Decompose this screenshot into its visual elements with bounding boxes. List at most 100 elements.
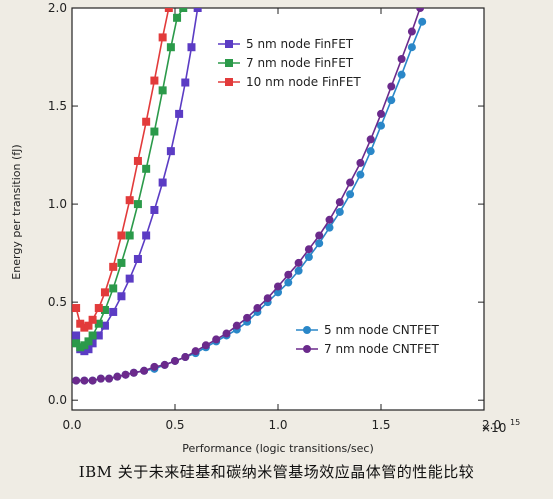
data-point [335, 207, 344, 216]
legend-entry: 5 nm node FinFET [218, 37, 354, 51]
data-point [84, 337, 93, 346]
data-point [253, 304, 262, 313]
data-point [133, 156, 142, 165]
data-point [263, 294, 272, 303]
legend-marker [303, 326, 311, 334]
data-point [366, 147, 375, 156]
data-point [125, 274, 134, 283]
series-10-nm-node-finfet [72, 8, 173, 332]
data-point [315, 231, 324, 240]
data-point [356, 158, 365, 167]
legend-marker [225, 78, 233, 86]
data-point [84, 345, 93, 354]
legend-label: 7 nm node CNTFET [324, 342, 439, 356]
data-point [117, 231, 126, 240]
legend-entry: 5 nm node CNTFET [296, 323, 439, 337]
data-point [304, 245, 313, 254]
plot-area [71, 7, 485, 411]
data-point [315, 239, 324, 248]
data-point [142, 117, 151, 126]
legend-marker [225, 59, 233, 67]
data-point [76, 343, 85, 352]
data-point [294, 258, 303, 267]
x-multiplier: ×10 [481, 421, 506, 435]
data-point [94, 304, 103, 313]
data-point [140, 366, 149, 375]
data-point [72, 339, 81, 348]
data-point [142, 164, 151, 173]
data-point [304, 253, 313, 262]
data-point [418, 17, 427, 26]
data-point [160, 360, 169, 369]
data-point [72, 376, 81, 385]
data-point [88, 339, 97, 348]
data-point [356, 170, 365, 179]
y-tick-label: 2.0 [48, 1, 67, 15]
data-point [96, 374, 105, 383]
data-point [416, 8, 425, 12]
legend-label: 5 nm node FinFET [246, 37, 354, 51]
data-point [181, 78, 190, 87]
data-point [72, 304, 81, 313]
series-7-nm-node-finfet [72, 8, 188, 352]
data-point [294, 266, 303, 275]
data-point [407, 27, 416, 36]
series-5-nm-node-finfet [72, 8, 202, 356]
data-point [274, 282, 282, 291]
data-point [100, 305, 109, 314]
legend-label: 7 nm node FinFET [246, 56, 354, 70]
y-tick-label: 1.0 [48, 197, 67, 211]
x-multiplier-exponent: 15 [510, 418, 520, 427]
data-point [109, 284, 118, 293]
data-point [284, 270, 293, 279]
figure-caption: IBM 关于未来硅基和碳纳米管基场效应晶体管的性能比较 [78, 463, 475, 481]
x-tick-label: 0.0 [62, 418, 81, 432]
data-point [366, 135, 375, 144]
data-point [325, 215, 334, 224]
data-point [377, 121, 385, 130]
data-point [76, 319, 85, 328]
data-point [142, 231, 151, 240]
x-tick-label: 0.5 [165, 418, 184, 432]
data-point [179, 8, 188, 12]
data-point [133, 255, 142, 264]
data-point [193, 8, 202, 12]
data-point [109, 262, 118, 271]
data-point [191, 347, 200, 356]
y-tick-label: 0.0 [48, 393, 67, 407]
data-point [80, 376, 89, 385]
data-point [94, 319, 103, 328]
data-point [387, 82, 396, 91]
legend-label: 5 nm node CNTFET [324, 323, 439, 337]
data-point [187, 43, 196, 52]
data-point [117, 258, 126, 267]
data-point [88, 331, 97, 340]
data-point [129, 368, 138, 377]
data-point [109, 307, 118, 316]
y-tick-label: 0.5 [48, 295, 67, 309]
data-point [166, 147, 175, 156]
legend-entry: 7 nm node FinFET [218, 56, 354, 70]
data-point [158, 33, 167, 42]
data-point [158, 86, 167, 95]
data-point [94, 331, 103, 340]
data-point [232, 321, 241, 330]
data-point [166, 43, 175, 52]
data-point [88, 315, 97, 324]
data-point [125, 196, 134, 205]
data-point [121, 370, 130, 379]
data-point [150, 362, 159, 371]
data-point [133, 200, 142, 209]
data-point [164, 8, 173, 12]
data-point [117, 292, 126, 301]
data-point [88, 376, 97, 385]
x-axis-title: Performance (logic transitions/sec) [182, 442, 374, 455]
x-tick-label: 1.0 [268, 418, 287, 432]
legend-entry: 10 nm node FinFET [218, 75, 361, 89]
legend-label: 10 nm node FinFET [246, 75, 361, 89]
data-point [335, 198, 344, 207]
data-point [387, 96, 396, 105]
data-point [158, 178, 167, 187]
data-point [173, 13, 182, 22]
